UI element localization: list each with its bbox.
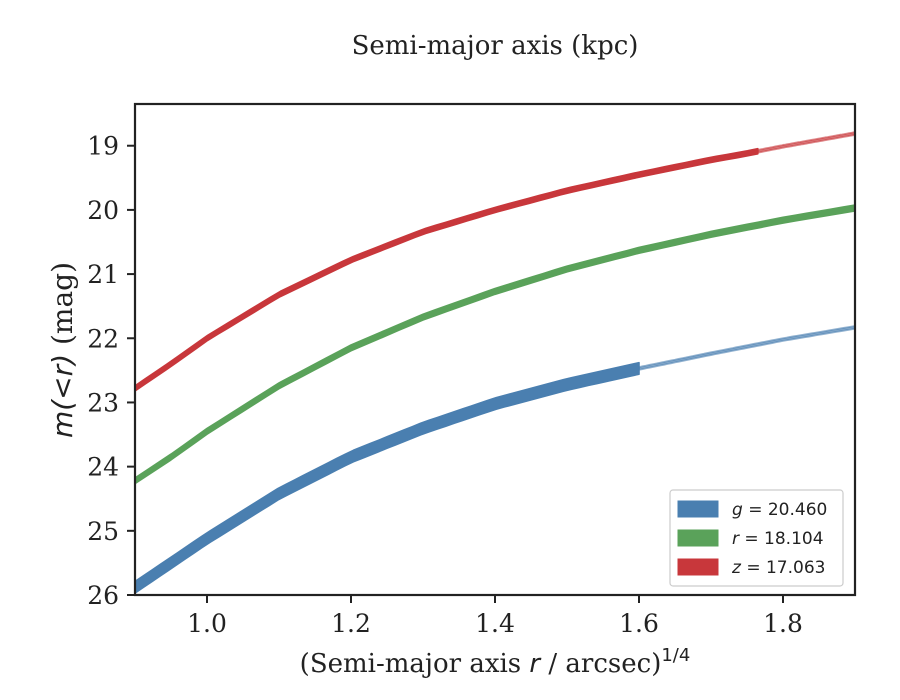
x-axis-label-var: r <box>529 649 542 679</box>
series-extension-z <box>756 131 855 154</box>
x-tick-label: 1.0 <box>187 609 227 638</box>
x-axis-label-prefix: (Semi-major axis <box>300 649 530 679</box>
y-tick-label: 25 <box>87 517 119 546</box>
series-extension-g <box>638 325 855 371</box>
y-tick-label: 20 <box>87 196 119 225</box>
plot-area <box>133 102 857 597</box>
legend-value: = 17.063 <box>741 558 826 578</box>
y-axis-label-math: m(<r) <box>46 354 79 438</box>
x-tick-label: 1.6 <box>619 609 659 638</box>
x-tick-label: 1.8 <box>763 609 803 638</box>
legend-label-z: z = 17.063 <box>731 558 825 578</box>
y-tick-label: 23 <box>87 388 119 417</box>
legend-swatch-g <box>677 500 719 518</box>
legend-var: z <box>731 558 742 578</box>
top-axis-label: Semi-major axis (kpc) <box>352 31 639 61</box>
x-tick-label: 1.2 <box>331 609 371 638</box>
y-axis-label-unit: (mag) <box>46 262 79 354</box>
y-tick-label: 22 <box>87 324 119 353</box>
y-tick-label: 19 <box>87 132 119 161</box>
series-g <box>135 325 855 594</box>
legend-swatch-r <box>677 529 719 547</box>
x-tick-label: 1.4 <box>475 609 515 638</box>
legend-label-r: r = 18.104 <box>732 529 824 549</box>
y-tick-label: 24 <box>87 453 119 482</box>
series-band-g <box>135 361 640 594</box>
y-tick-label: 26 <box>87 581 119 610</box>
series-band-z <box>135 147 759 392</box>
legend-value: = 18.104 <box>739 529 824 549</box>
legend-value: = 20.460 <box>743 500 828 520</box>
series-z <box>135 131 855 392</box>
series-band-r <box>135 204 855 485</box>
x-axis-label-mid: / arcsec) <box>540 649 661 679</box>
ticks-layer: 1.0 1.2 1.4 1.6 1.8 19 20 21 22 23 24 25 26 <box>87 132 803 638</box>
x-axis-label-exponent: 1/4 <box>661 645 690 666</box>
legend-label-g: g = 20.460 <box>732 500 827 520</box>
y-tick-label: 21 <box>87 260 119 289</box>
series-layer <box>135 131 855 594</box>
legend-swatch-z <box>677 558 719 576</box>
y-axis-label: m(<r) (mag) <box>46 262 79 438</box>
legend-var: g <box>732 500 743 520</box>
legend-var: r <box>732 529 740 549</box>
series-r <box>135 204 855 485</box>
x-axis-label: (Semi-major axis r / arcsec)1/4 <box>300 645 691 679</box>
